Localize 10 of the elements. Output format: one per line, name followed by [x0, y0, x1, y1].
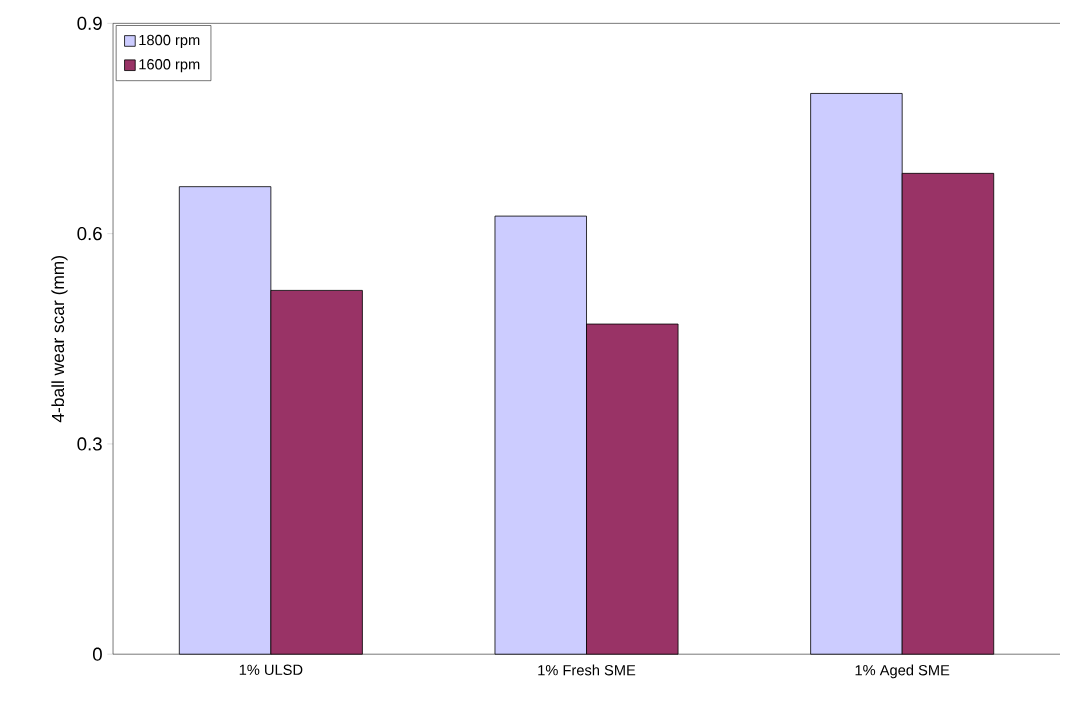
y-tick-label: 0.3 [77, 437, 102, 451]
y-tick-label: 0.9 [77, 16, 102, 30]
x-tick-label: 1% Fresh SME [538, 664, 636, 676]
y-axis-title: 4-ball wear scar (mm) [51, 255, 68, 423]
x-tick-label: 1% ULSD [239, 664, 303, 675]
legend-label: 1800 rpm [139, 34, 200, 49]
legend-label: 1600 rpm [139, 59, 200, 73]
y-tick-label: 0 [92, 647, 102, 661]
x-tick-label: 1% Aged SME [855, 664, 950, 679]
y-tick-label: 0.6 [77, 226, 102, 241]
